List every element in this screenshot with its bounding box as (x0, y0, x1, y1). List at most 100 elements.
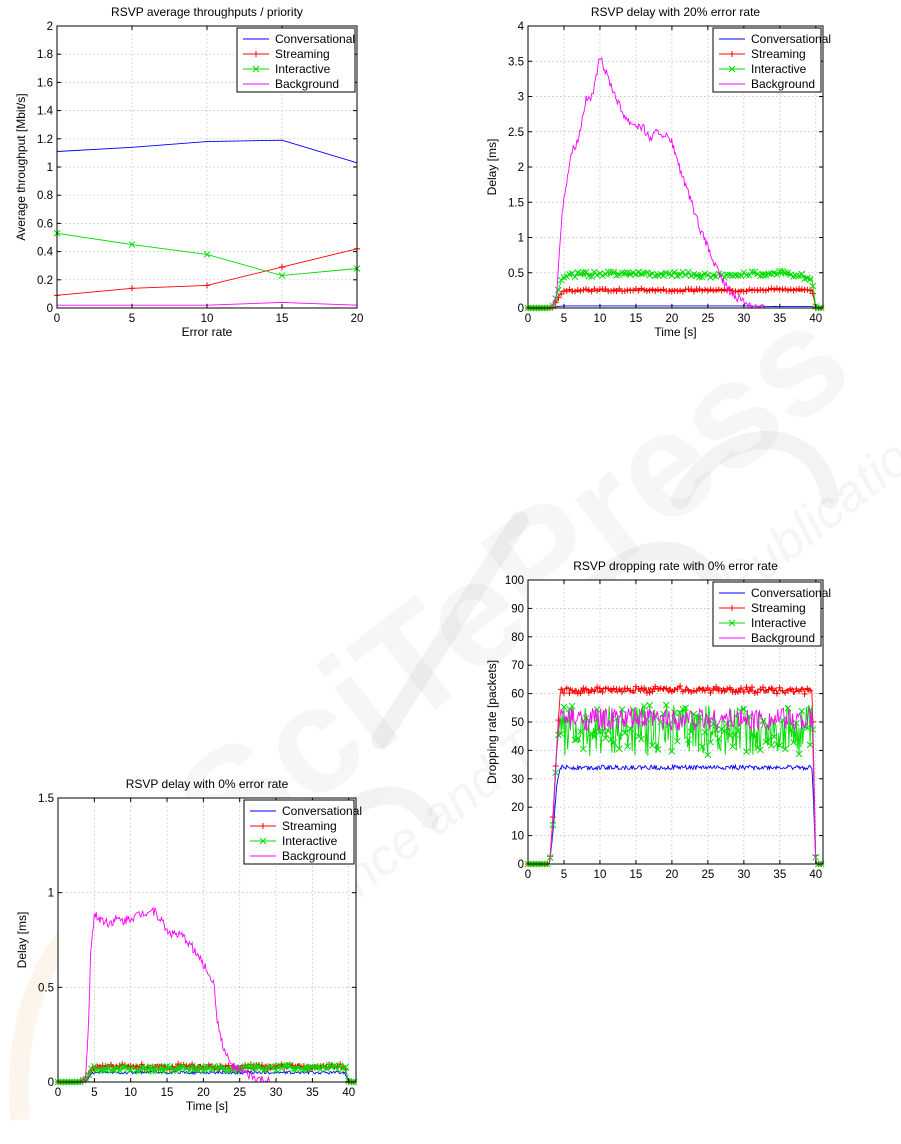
marker-streaming (801, 690, 808, 697)
marker-streaming (607, 288, 614, 295)
marker-streaming (225, 1062, 232, 1069)
marker-streaming (649, 688, 656, 695)
marker-interactive (579, 745, 587, 753)
marker-streaming (666, 687, 673, 694)
marker-streaming (726, 684, 733, 691)
x-tick-label: 30 (737, 869, 750, 880)
marker-streaming (566, 690, 573, 697)
y-tick-label: 0.8 (37, 190, 53, 202)
x-tick-label: 0 (525, 869, 531, 880)
marker-streaming (787, 686, 794, 693)
marker-interactive (770, 733, 778, 741)
legend: ConversationalStreamingInteractiveBackgr… (712, 581, 831, 647)
x-tick-label: 30 (737, 313, 750, 325)
marker-interactive (303, 1065, 310, 1073)
marker-interactive (334, 1066, 341, 1074)
legend-entry-conversational: Conversational (275, 32, 355, 46)
marker-interactive (591, 733, 598, 741)
marker-streaming (713, 286, 720, 293)
marker-interactive (582, 268, 590, 276)
marker-streaming (677, 683, 684, 690)
marker-streaming (652, 287, 659, 294)
marker-interactive (790, 738, 797, 746)
y-tick-label: 40 (511, 745, 524, 757)
marker-interactive (673, 737, 681, 745)
marker-interactive (278, 272, 286, 279)
chart-title: RSVP dropping rate with 0% error rate (573, 559, 778, 573)
marker-interactive (765, 736, 772, 744)
marker-streaming (710, 287, 717, 294)
marker-streaming (279, 264, 285, 271)
legend-marker-interactive (252, 65, 260, 73)
marker-interactive (272, 1067, 280, 1074)
marker-interactive (203, 251, 211, 258)
marker-streaming (660, 686, 667, 693)
marker-interactive (792, 719, 800, 727)
marker-interactive (239, 1065, 246, 1072)
marker-streaming (577, 287, 584, 294)
x-tick-label: 10 (124, 1087, 137, 1099)
marker-streaming (654, 286, 661, 293)
tick-marks (57, 797, 356, 1083)
marker-streaming (641, 685, 648, 692)
y-tick-label: 2.5 (508, 127, 524, 139)
marker-streaming (721, 286, 728, 293)
series-group (524, 683, 825, 868)
marker-interactive (696, 713, 703, 721)
marker-interactive (146, 1063, 154, 1070)
marker-streaming (702, 286, 708, 293)
x-tick-label: 5 (91, 1087, 97, 1099)
marker-streaming (677, 287, 684, 294)
y-tick-label: 4 (518, 21, 525, 33)
marker-streaming (630, 287, 637, 294)
marker-streaming (809, 290, 816, 297)
series-line-background (528, 706, 823, 865)
series-line-conversational (56, 139, 358, 164)
marker-streaming (569, 687, 576, 694)
marker-interactive (776, 267, 784, 275)
marker-streaming (773, 690, 780, 697)
marker-interactive (197, 1063, 204, 1071)
y-axis-label: Delay [ms] (15, 912, 29, 969)
marker-interactive (135, 1068, 143, 1075)
marker-interactive (687, 728, 695, 736)
marker-streaming (610, 685, 617, 692)
marker-streaming (585, 689, 592, 696)
legend-entry-interactive: Interactive (751, 616, 807, 630)
marker-interactive (662, 701, 670, 709)
x-tick-label: 40 (342, 1087, 355, 1099)
marker-interactive (792, 272, 800, 280)
marker-streaming (773, 285, 780, 292)
marker-interactive (723, 271, 731, 279)
legend-entry-interactive: Interactive (282, 834, 338, 848)
marker-interactive (604, 268, 612, 276)
legend: ConversationalStreamingInteractiveBackgr… (236, 27, 356, 93)
marker-streaming (588, 686, 595, 693)
marker-streaming (657, 685, 664, 692)
y-tick-label: 0.6 (37, 218, 53, 230)
legend-entry-interactive: Interactive (751, 62, 807, 76)
marker-interactive (166, 1063, 174, 1071)
marker-interactive (289, 1065, 297, 1073)
marker-streaming (707, 689, 714, 696)
marker-interactive (96, 1066, 104, 1074)
x-tick-label: 20 (666, 313, 679, 325)
marker-streaming (765, 286, 772, 293)
y-tick-label: 0.4 (37, 247, 54, 259)
marker-streaming (765, 686, 772, 693)
marker-streaming (560, 690, 567, 697)
marker-interactive (82, 1075, 90, 1083)
marker-interactive (308, 1063, 316, 1071)
marker-streaming (699, 686, 706, 693)
y-tick-label: 0.2 (37, 275, 53, 287)
legend-marker-interactive (728, 65, 736, 73)
marker-streaming (610, 287, 617, 294)
x-tick-label: 30 (270, 1087, 283, 1099)
y-tick-label: 0 (518, 859, 524, 871)
marker-interactive (665, 270, 673, 277)
x-tick-label: 5 (561, 313, 567, 325)
x-tick-label: 25 (701, 313, 714, 325)
marker-interactive (158, 1064, 165, 1071)
x-tick-label: 25 (233, 1087, 246, 1099)
